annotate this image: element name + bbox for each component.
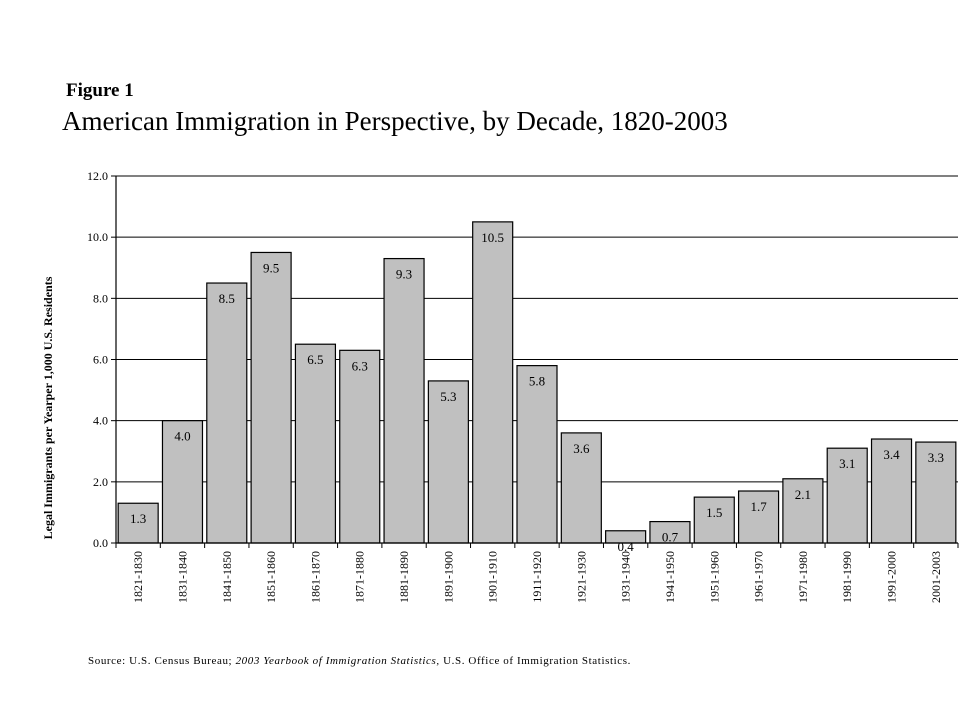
bar (250, 251, 292, 544)
value-label: 9.3 (396, 267, 412, 282)
x-tick-label: 1991-2000 (885, 551, 899, 603)
x-tick-label: 1831-1840 (175, 551, 189, 603)
x-tick-label: 1931-1940 (619, 551, 633, 603)
x-tick-label: 2001-2003 (929, 551, 943, 603)
x-tick-label: 1981-1990 (840, 551, 854, 603)
value-label: 3.3 (928, 450, 944, 465)
bar (560, 432, 602, 544)
bar (427, 380, 469, 544)
bar (117, 502, 159, 544)
bar (206, 282, 248, 544)
value-label: 4.0 (174, 429, 190, 444)
bars (117, 221, 957, 544)
axes (111, 175, 959, 548)
value-label: 6.5 (307, 352, 323, 367)
y-tick-label: 8.0 (93, 291, 108, 305)
y-axis-label: Legal Immigrants per Yearper 1,000 U.S. … (41, 276, 55, 539)
x-tick-label: 1951-1960 (707, 551, 721, 603)
bar (383, 257, 425, 544)
source-publication: 2003 Yearbook of Immigration Statistics, (235, 655, 440, 667)
bar (339, 349, 381, 544)
value-label: 2.1 (795, 487, 811, 502)
value-label: 1.7 (750, 499, 767, 514)
value-label: 6.3 (352, 358, 368, 373)
x-tick-label: 1861-1870 (308, 551, 322, 603)
y-tick-label: 0.0 (93, 536, 108, 550)
x-tick-label: 1891-1900 (441, 551, 455, 603)
x-tick-label: 1911-1920 (530, 551, 544, 603)
bar-chart: 1.34.08.59.56.5 6.39.35.310.55.83.60.40.7… (41, 169, 959, 603)
figure-label: Figure 1 (66, 80, 134, 101)
value-label: 5.3 (440, 389, 456, 404)
y-tick-label: 10.0 (87, 230, 108, 244)
source-suffix: U.S. Office of Immigration Statistics. (443, 655, 632, 667)
bar (294, 343, 337, 544)
chart-title: American Immigration in Perspective, by … (62, 106, 728, 136)
value-label: 9.5 (263, 260, 279, 275)
value-label: 3.4 (883, 447, 900, 462)
value-label: 1.3 (130, 511, 146, 526)
y-tick-label: 12.0 (87, 169, 108, 183)
x-tick-label: 1881-1890 (397, 551, 411, 603)
bar (516, 365, 558, 544)
y-tick-labels: 0.0 2.0 4.0 6.0 8.0 10.0 12.0 (87, 169, 108, 550)
value-label: 3.6 (573, 441, 590, 456)
x-tick-label: 1841-1850 (220, 551, 234, 603)
y-tick-label: 4.0 (93, 414, 108, 428)
value-label: 1.5 (706, 505, 722, 520)
value-label: 5.8 (529, 374, 545, 389)
value-label: 3.1 (839, 456, 855, 471)
bar (870, 438, 913, 544)
value-label: 8.5 (219, 291, 235, 306)
bar (915, 441, 957, 544)
x-tick-label: 1901-1910 (486, 551, 500, 603)
x-tick-label: 1871-1880 (353, 551, 367, 603)
x-tick-label: 1921-1930 (574, 551, 588, 603)
y-tick-label: 6.0 (93, 353, 108, 367)
x-tick-label: 1851-1860 (264, 551, 278, 603)
y-tick-label: 2.0 (93, 475, 108, 489)
x-tick-label: 1961-1970 (752, 551, 766, 603)
bar (826, 447, 868, 544)
x-tick-label: 1941-1950 (663, 551, 677, 603)
x-tick-labels: 1821-1830 1831-1840 1841-1850 1851-1860 1861… (131, 551, 943, 603)
bar (693, 496, 735, 544)
bar (782, 478, 824, 544)
value-label: 0.7 (662, 530, 679, 545)
bar (737, 490, 780, 544)
x-tick-label: 1821-1830 (131, 551, 145, 603)
value-label: 10.5 (481, 230, 504, 245)
bar (472, 221, 514, 544)
source-prefix: Source: U.S. Census Bureau; (88, 655, 233, 667)
bar (161, 420, 204, 544)
x-tick-label: 1971-1980 (796, 551, 810, 603)
source-note: Source: U.S. Census Bureau; 2003 Yearboo… (88, 655, 631, 667)
